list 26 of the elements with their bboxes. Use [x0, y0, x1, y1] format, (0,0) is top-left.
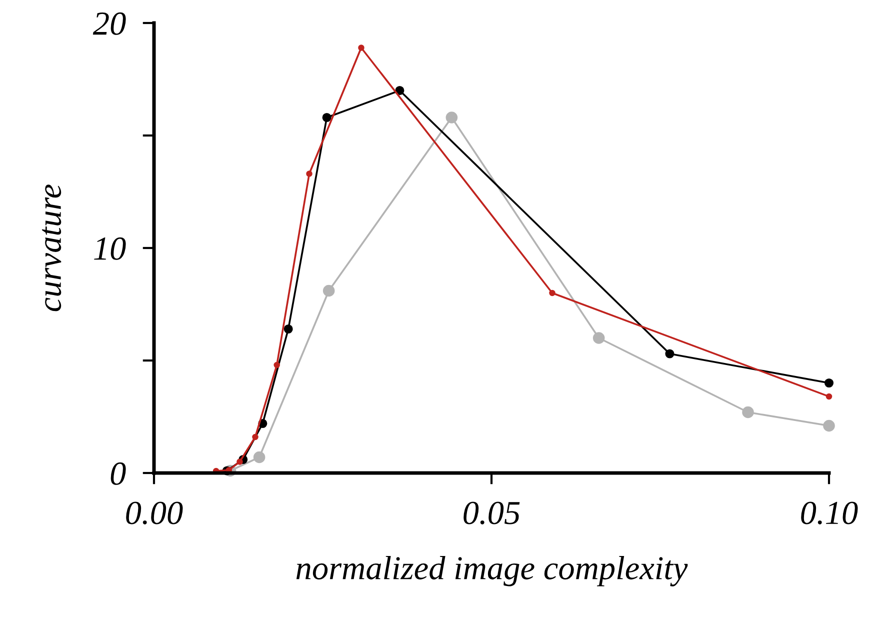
y-axis-title: curvature [42, 184, 62, 312]
point [826, 393, 832, 400]
point [823, 420, 835, 432]
point [252, 434, 258, 440]
point [549, 290, 556, 296]
point [395, 86, 404, 96]
x-tick-label: 0.00 [126, 502, 183, 524]
point [306, 170, 312, 177]
point [446, 112, 458, 124]
x-tick-label: 0.10 [801, 502, 858, 524]
point [284, 324, 293, 334]
x-tick-label: 0.05 [464, 502, 520, 524]
x-axis-title: normalized image complexity [296, 556, 688, 586]
point [742, 406, 754, 418]
point [274, 362, 280, 368]
point [824, 378, 834, 388]
point [322, 284, 335, 297]
y-tick-label: 20 [92, 12, 126, 35]
point [665, 349, 674, 358]
y-tick-label: 10 [94, 237, 126, 260]
point [358, 44, 364, 51]
point [592, 332, 605, 344]
point [322, 112, 332, 122]
point [236, 458, 243, 465]
point [253, 451, 266, 464]
y-tick-label: 0 [110, 462, 126, 485]
